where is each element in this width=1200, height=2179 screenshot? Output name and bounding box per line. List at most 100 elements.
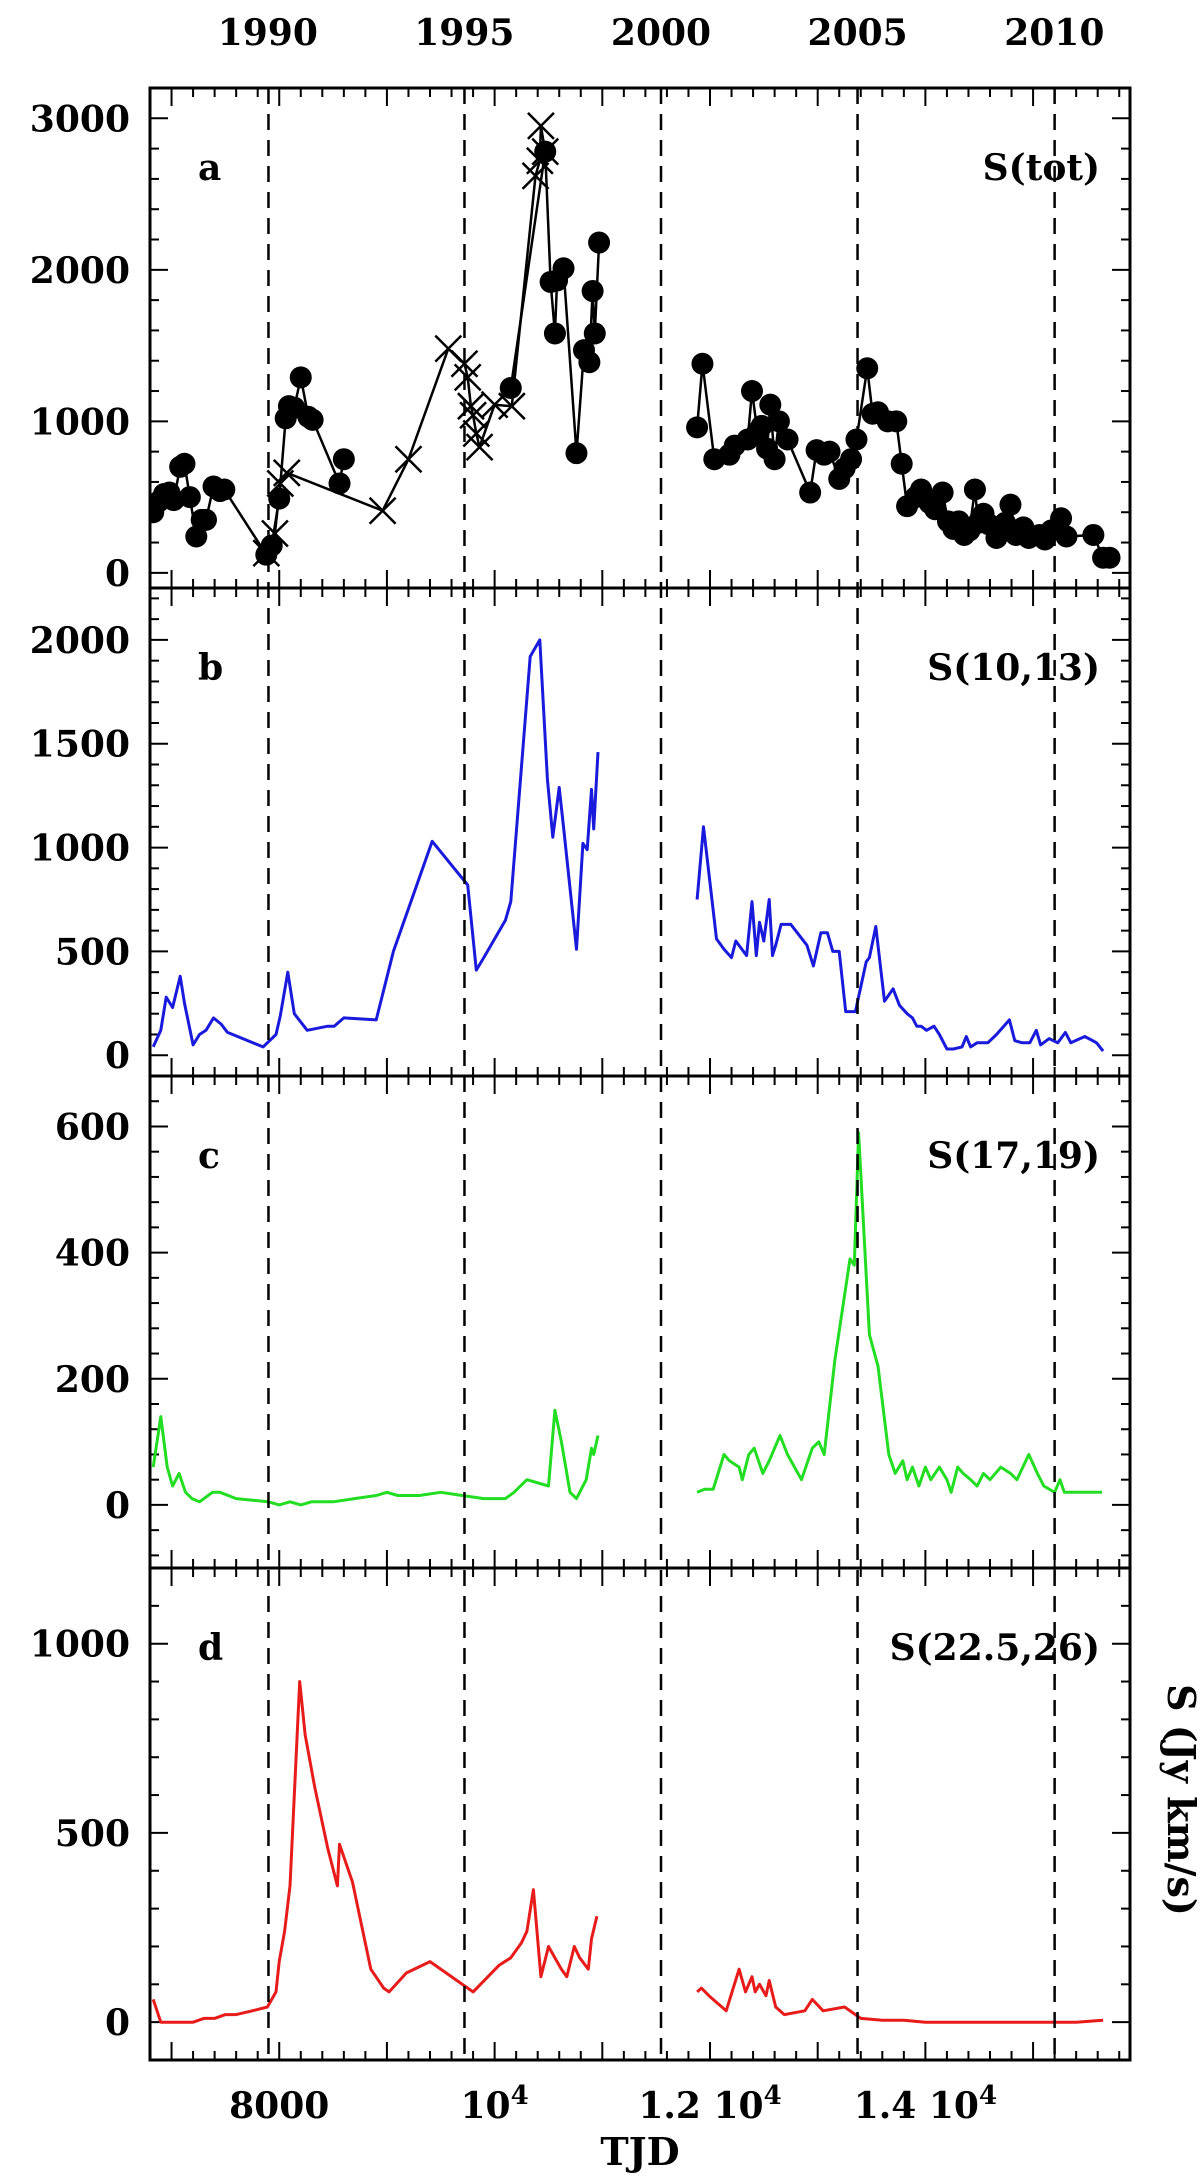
- y-tick-label: 0: [105, 2002, 130, 2044]
- y-tick-label: 1000: [30, 828, 130, 870]
- y-tick-label: 0: [105, 553, 130, 595]
- data-point-circle: [767, 410, 790, 433]
- data-point-circle: [963, 478, 986, 501]
- data-point-circle: [332, 448, 355, 471]
- data-point-cross: [453, 363, 482, 392]
- data-point-circle: [776, 428, 799, 451]
- data-point-cross: [272, 458, 301, 487]
- panel-b: 0 500 1000 1500 2000 b S(10,13): [30, 586, 1132, 1078]
- data-point-circle: [185, 525, 208, 548]
- y-axis-title: S (Jy km/s): [1159, 1684, 1200, 1916]
- data-point-circle: [686, 416, 709, 439]
- data-point-cross: [368, 496, 397, 525]
- series-line: [151, 1680, 599, 2024]
- y-tick-label: 500: [55, 931, 130, 973]
- data-point-circle: [890, 452, 913, 475]
- panel-frame: [148, 1566, 1132, 2062]
- data-point-circle: [931, 481, 954, 504]
- y-tick-label: 3000: [30, 98, 130, 140]
- data-point-cross: [252, 539, 281, 568]
- top-axis-year-labels: 1990 1995 2000 2005 2010: [218, 12, 1105, 54]
- panel-d: 0 500 1000 d S(22.5,26): [30, 1566, 1132, 2062]
- data-point-circle: [565, 442, 588, 465]
- data-point-circle: [195, 508, 217, 531]
- x-axis-title: TJD: [600, 2129, 679, 2174]
- data-point-circle: [552, 257, 575, 280]
- data-point-circle: [583, 322, 606, 345]
- data-point-circle: [173, 452, 196, 475]
- x-tick-label: 8000: [229, 2085, 329, 2127]
- top-year-label: 2005: [808, 12, 908, 54]
- data-point-circle: [578, 351, 601, 374]
- data-point-circle: [999, 493, 1022, 516]
- data-point-circle: [818, 440, 841, 463]
- y-tick-label: 600: [55, 1106, 130, 1148]
- series-line: [151, 638, 600, 1049]
- panel-letter-d: d: [198, 1627, 223, 1669]
- y-tick-label: 1000: [30, 1624, 130, 1666]
- vertical-dashed-lines: [267, 88, 1056, 2060]
- data-point-cross: [527, 111, 555, 140]
- data-point-circle: [581, 280, 604, 303]
- data-point-circle: [741, 380, 763, 403]
- data-point-circle: [289, 366, 312, 389]
- panel-label-b: S(10,13): [927, 647, 1100, 689]
- x-tick-label: 1.4 104: [854, 2081, 997, 2127]
- data-point-circle: [328, 472, 351, 495]
- top-year-label: 1995: [414, 12, 514, 54]
- top-year-label: 1990: [218, 12, 318, 54]
- y-tick-label: 0: [105, 1035, 130, 1077]
- y-tick-label: 500: [55, 1813, 130, 1855]
- y-tick-label: 400: [55, 1233, 130, 1275]
- data-point-circle: [301, 408, 324, 431]
- data-point-circle: [885, 410, 908, 433]
- data-point-cross: [261, 519, 289, 548]
- data-point-circle: [1055, 525, 1078, 548]
- data-point-circle: [799, 481, 822, 504]
- panel-a: 0 1000 2000 3000 a S(tot): [30, 86, 1132, 595]
- data-point-cross: [457, 392, 485, 421]
- panel-letter-c: c: [198, 1135, 220, 1177]
- data-point-cross: [465, 433, 494, 461]
- y-tick-label: 200: [55, 1359, 130, 1401]
- panel-label-d: S(22.5,26): [890, 1627, 1100, 1669]
- data-point-circle: [588, 231, 611, 254]
- y-tick-label: 0: [105, 1485, 130, 1527]
- top-year-label: 2000: [611, 12, 711, 54]
- series-line: [151, 1408, 600, 1507]
- data-point-cross: [394, 445, 423, 474]
- data-point-circle: [763, 448, 786, 471]
- data-point-circle: [750, 414, 773, 437]
- panel-data-d: [151, 1680, 1104, 2024]
- panel-label-c: S(17,19): [927, 1135, 1100, 1177]
- data-point-circle: [534, 140, 557, 163]
- panel-letter-a: a: [198, 147, 221, 189]
- panel-label-a: S(tot): [983, 147, 1100, 189]
- bottom-axis-tick-labels: 8000 104 1.2 104 1.4 104: [229, 2081, 997, 2127]
- series-line: [696, 1967, 1104, 2024]
- x-tick-label: 104: [461, 2081, 529, 2127]
- data-point-circle: [178, 486, 201, 509]
- y-tick-label: 2000: [30, 250, 130, 292]
- x-tick-label: 1.2 104: [638, 2081, 781, 2127]
- y-tick-label: 2000: [30, 620, 130, 662]
- panel-data-c: [151, 1131, 1102, 1507]
- data-point-cross: [521, 161, 550, 190]
- data-point-circle: [856, 357, 879, 380]
- series-line: [509, 150, 601, 455]
- top-year-label: 2010: [1004, 12, 1104, 54]
- data-point-circle: [1082, 523, 1105, 546]
- data-point-circle: [691, 352, 714, 375]
- data-point-circle: [213, 478, 236, 501]
- panel-data-a: [150, 111, 1121, 569]
- panel-letter-b: b: [198, 647, 223, 689]
- data-point-circle: [543, 322, 566, 345]
- data-point-circle: [499, 377, 522, 399]
- series-line: [696, 1131, 1102, 1494]
- data-point-circle: [1098, 546, 1121, 569]
- y-tick-label: 1500: [30, 724, 130, 766]
- panel-data-b: [151, 638, 1105, 1053]
- series-line: [265, 124, 547, 554]
